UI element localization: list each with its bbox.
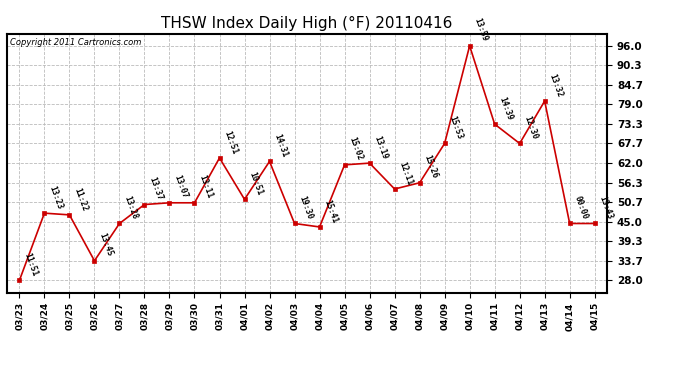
Text: Copyright 2011 Cartronics.com: Copyright 2011 Cartronics.com <box>10 38 141 46</box>
Text: 13:28: 13:28 <box>122 195 139 221</box>
Text: 13:23: 13:23 <box>47 184 64 210</box>
Text: 15:53: 15:53 <box>447 115 464 141</box>
Text: 13:07: 13:07 <box>172 174 189 200</box>
Text: 00:00: 00:00 <box>573 195 589 221</box>
Text: 14:31: 14:31 <box>273 133 289 159</box>
Text: 11:51: 11:51 <box>22 252 39 278</box>
Text: 12:51: 12:51 <box>222 129 239 155</box>
Title: THSW Index Daily High (°F) 20110416: THSW Index Daily High (°F) 20110416 <box>161 16 453 31</box>
Text: 13:45: 13:45 <box>97 232 114 258</box>
Text: 15:02: 15:02 <box>347 136 364 162</box>
Text: 15:41: 15:41 <box>322 198 339 224</box>
Text: 15:26: 15:26 <box>422 154 439 180</box>
Text: 11:22: 11:22 <box>72 186 89 212</box>
Text: 13:59: 13:59 <box>473 17 489 43</box>
Text: 13:37: 13:37 <box>147 176 164 202</box>
Text: 12:11: 12:11 <box>397 160 414 186</box>
Text: 13:43: 13:43 <box>598 195 614 221</box>
Text: 12:30: 12:30 <box>522 115 539 141</box>
Text: 13:11: 13:11 <box>197 174 214 200</box>
Text: 14:39: 14:39 <box>497 95 514 122</box>
Text: 10:51: 10:51 <box>247 171 264 196</box>
Text: 13:19: 13:19 <box>373 134 389 160</box>
Text: 19:30: 19:30 <box>297 195 314 221</box>
Text: 13:32: 13:32 <box>547 72 564 98</box>
